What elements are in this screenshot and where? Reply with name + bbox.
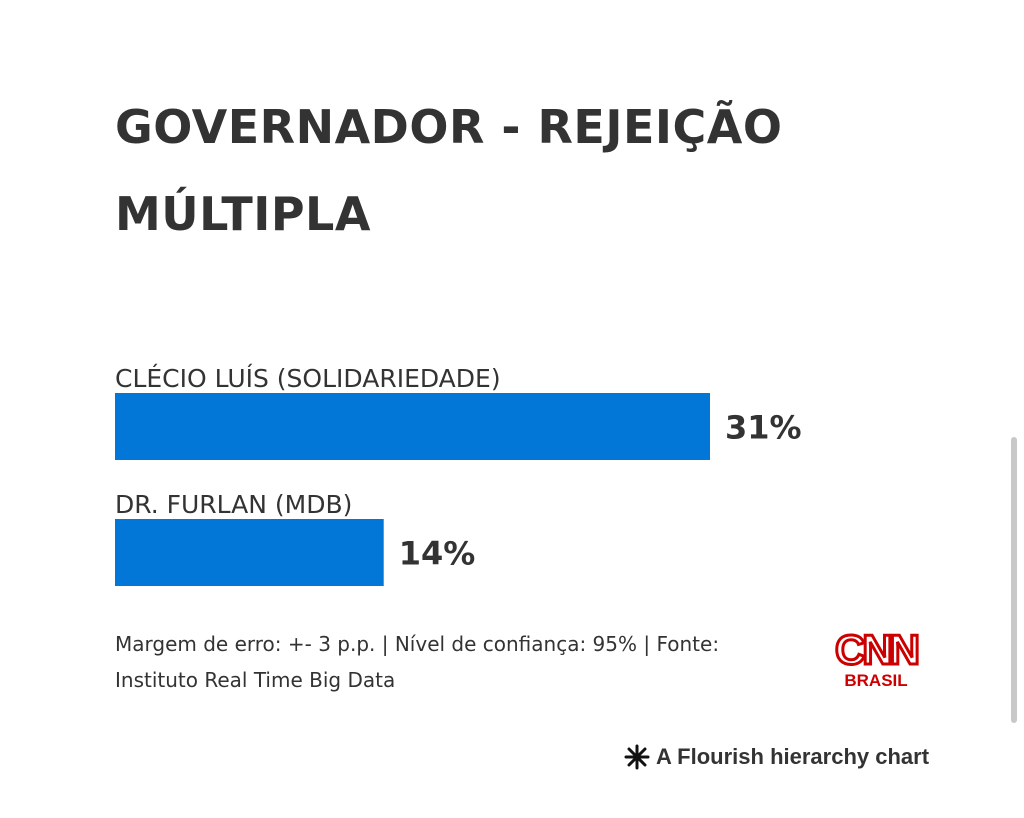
- value-label: 14%: [399, 535, 476, 573]
- value-label: 31%: [725, 409, 802, 447]
- bar-group: CLÉCIO LUÍS (SOLIDARIEDADE) 31% DR. FURLAN…: [115, 364, 802, 586]
- flourish-credit-link[interactable]: A Flourish hierarchy chart: [624, 740, 929, 774]
- svg-text:BRASIL: BRASIL: [844, 671, 907, 690]
- scrollbar[interactable]: [1011, 437, 1017, 723]
- source-note: Margem de erro: +- 3 p.p. | Nível de con…: [115, 632, 720, 692]
- cnn-brasil-logo: CNN BRASIL: [834, 625, 923, 691]
- category-label: DR. FURLAN (MDB): [115, 490, 352, 519]
- bar: [115, 393, 710, 460]
- bar: [115, 519, 384, 586]
- chart-title: GOVERNADOR - REJEIÇÃO MÚLTIPLA: [115, 100, 783, 241]
- flourish-asterisk-icon: [624, 744, 650, 770]
- flourish-credit-text: A Flourish hierarchy chart: [656, 744, 930, 769]
- category-label: CLÉCIO LUÍS (SOLIDARIEDADE): [115, 364, 501, 393]
- svg-text:CNN: CNN: [835, 626, 918, 673]
